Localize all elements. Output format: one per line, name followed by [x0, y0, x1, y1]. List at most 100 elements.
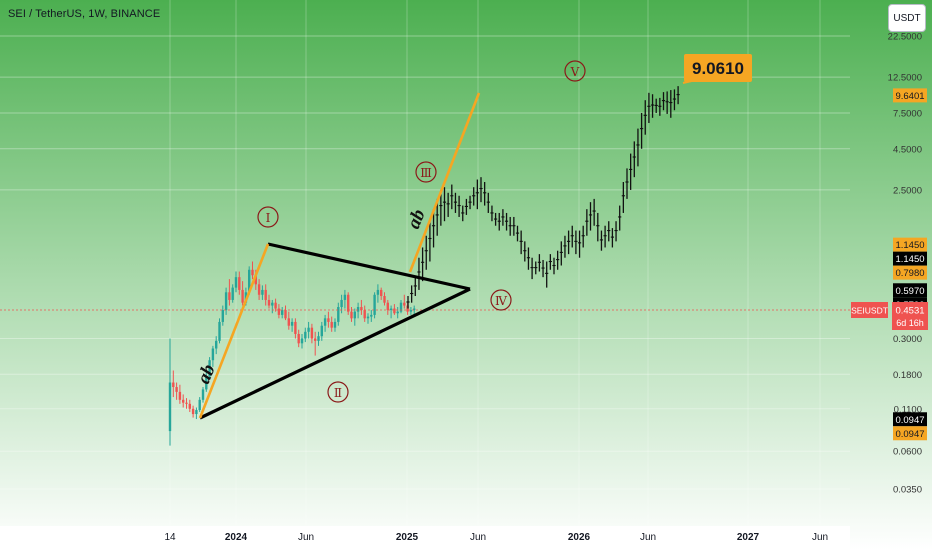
candle-body — [264, 289, 267, 300]
candle-body — [241, 289, 244, 303]
current-price-symbol: SEIUSDT — [851, 306, 888, 316]
price-tag-label: 9.6401 — [895, 91, 924, 102]
candle-body — [261, 289, 264, 295]
x-tick-label: Jun — [640, 532, 656, 543]
candle-body — [251, 269, 254, 276]
candle-body — [310, 327, 314, 339]
y-tick-label: 0.1800 — [893, 370, 922, 381]
candle-body — [238, 277, 241, 290]
wave-label-1-text: Ⅰ — [266, 211, 271, 225]
y-axis-ticks: 22.5000 12.5000 7.5000 4.5000 2.5000 0.3000 0.… — [888, 32, 922, 496]
current-price-countdown: 6d 16h — [896, 318, 924, 328]
wave-label-4: Ⅳ — [490, 289, 512, 311]
candle-body — [327, 318, 330, 322]
price-tag-box — [893, 426, 927, 441]
x-tick-label: Jun — [298, 532, 314, 543]
candle-body — [399, 302, 403, 312]
candle-body — [168, 382, 172, 432]
current-price-tag: SEIUSDT 0.4531 6d 16h — [851, 302, 928, 330]
candle-body — [248, 269, 251, 293]
x-tick-label: 14 — [164, 532, 176, 543]
candle-body — [317, 336, 320, 341]
candle-body — [274, 302, 277, 309]
triangle-pattern — [199, 242, 471, 420]
symbol-title: SEI / TetherUS, 1W, BINANCE — [8, 8, 161, 20]
current-price-value: 0.4531 — [895, 306, 924, 317]
wave-label-2: Ⅱ — [327, 381, 349, 403]
candle-body — [396, 311, 399, 314]
candle-body — [175, 387, 178, 392]
candle-body — [267, 299, 271, 306]
candle-body — [191, 408, 195, 415]
wave-label-5-text: Ⅴ — [570, 65, 580, 79]
candle-body — [218, 321, 221, 341]
candle-body — [353, 311, 356, 319]
candle-body — [409, 310, 413, 312]
y-tick-label: 7.5000 — [893, 108, 922, 119]
candle-body — [333, 321, 337, 328]
candle-body — [323, 318, 327, 326]
orange-line-1 — [198, 243, 270, 419]
candle-body — [363, 310, 366, 319]
candle-body — [373, 294, 376, 315]
candle-body — [228, 292, 231, 300]
candle-body — [403, 302, 406, 306]
price-tag-label: 0.0947 — [895, 429, 924, 440]
candle-body — [277, 308, 281, 315]
triangle-upper-line — [267, 242, 471, 291]
y-tick-label: 4.5000 — [893, 144, 922, 155]
candle-body — [294, 321, 297, 334]
price-tag-box — [893, 88, 927, 103]
price-tag-label: 0.7980 — [895, 268, 924, 279]
candle-body — [383, 296, 386, 303]
wave-label-3: Ⅲ — [415, 161, 437, 183]
candle-body — [195, 410, 198, 415]
candle-body — [178, 391, 182, 400]
candle-body — [201, 389, 205, 400]
candle-body — [413, 308, 416, 311]
projected-bar-series — [406, 86, 680, 309]
y-tick-label: 12.5000 — [888, 73, 922, 84]
time-axis[interactable] — [0, 526, 850, 550]
candle-body — [205, 376, 208, 390]
y-tick-label: 22.5000 — [888, 32, 922, 43]
candle-body — [208, 360, 211, 377]
wave-label-3-text: Ⅲ — [420, 166, 432, 180]
y-tick-label: 0.1100 — [894, 404, 922, 415]
wave-label-2-text: Ⅱ — [334, 386, 342, 400]
price-tag-label: 1.1450 — [895, 254, 924, 265]
candle-body — [314, 338, 317, 341]
x-tick-label: 2024 — [225, 532, 248, 543]
wave-label-4-text: Ⅳ — [495, 294, 508, 308]
orange-line-2 — [408, 92, 481, 273]
candle-body — [406, 305, 409, 312]
currency-button[interactable]: USDT — [888, 4, 926, 32]
candle-body — [182, 399, 185, 403]
candle-body — [224, 292, 228, 311]
candle-body — [188, 403, 191, 409]
candle-body — [389, 308, 393, 311]
target-callout-box — [684, 54, 752, 82]
candle-body — [287, 318, 290, 326]
price-tag-label: 0.0947 — [895, 415, 924, 426]
candle-body — [231, 287, 234, 300]
candle-body — [337, 307, 340, 322]
price-tag-box — [893, 265, 927, 280]
candle-body — [350, 311, 353, 319]
candle-series — [168, 261, 416, 446]
y-tick-label: 2.5000 — [893, 185, 922, 196]
price-tag-box — [893, 412, 927, 427]
x-tick-label: Jun — [470, 532, 486, 543]
price-tag-box — [893, 237, 927, 252]
candle-body — [185, 402, 188, 404]
candle-body — [198, 399, 201, 411]
candle-body — [271, 302, 274, 306]
candle-body — [320, 325, 323, 337]
candle-body — [234, 277, 238, 288]
candle-body — [297, 333, 300, 344]
candle-body — [254, 275, 257, 285]
x-tick-label: 2027 — [737, 532, 760, 543]
